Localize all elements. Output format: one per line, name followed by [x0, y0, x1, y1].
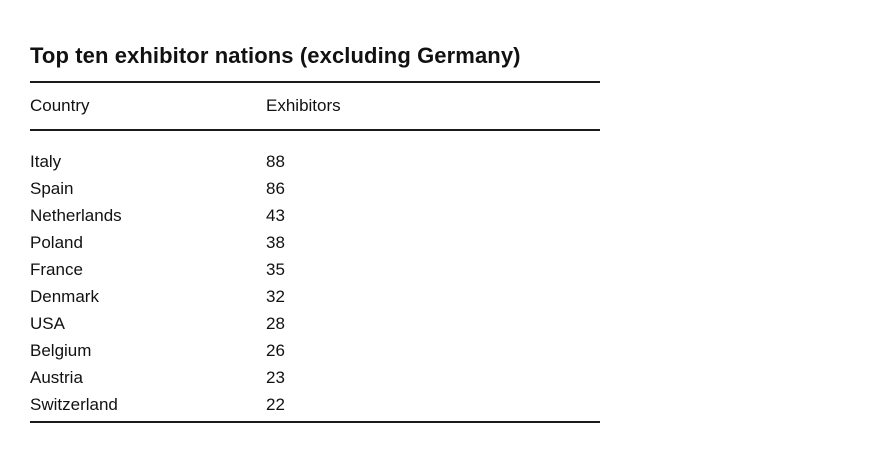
country-cell: France [30, 259, 83, 279]
exhibitors-cell: 88 [266, 151, 285, 171]
table-row: USA 28 [30, 310, 600, 337]
country-cell: Denmark [30, 286, 99, 306]
country-cell: Poland [30, 232, 83, 252]
table-row: France 35 [30, 256, 600, 283]
header-rule [30, 129, 600, 131]
exhibitors-cell: 35 [266, 259, 285, 279]
table-body: Italy 88 Spain 86 Netherlands 43 Poland … [30, 131, 600, 421]
header-country: Country [30, 96, 90, 115]
table-row: Netherlands 43 [30, 202, 600, 229]
top-rule [30, 81, 600, 83]
country-cell: Belgium [30, 340, 92, 360]
exhibitors-cell: 43 [266, 205, 285, 225]
table-row: Italy 88 [30, 148, 600, 175]
country-cell: USA [30, 313, 65, 333]
table-title: Top ten exhibitor nations (excluding Ger… [30, 43, 521, 68]
country-cell: Switzerland [30, 394, 118, 414]
exhibitors-cell: 32 [266, 286, 285, 306]
exhibitors-cell: 23 [266, 367, 285, 387]
table-row: Denmark 32 [30, 283, 600, 310]
table-row: Belgium 26 [30, 337, 600, 364]
header-exhibitors: Exhibitors [266, 96, 341, 115]
exhibitors-cell: 86 [266, 178, 285, 198]
exhibitors-cell: 28 [266, 313, 285, 333]
country-cell: Spain [30, 178, 74, 198]
country-cell: Italy [30, 151, 62, 171]
country-cell: Netherlands [30, 205, 122, 225]
exhibitors-cell: 22 [266, 394, 285, 414]
table-header-row: Country Exhibitors [30, 83, 600, 129]
table-row: Poland 38 [30, 229, 600, 256]
table-row: Switzerland 22 [30, 391, 600, 418]
table-row: Austria 23 [30, 364, 600, 391]
table-row: Spain 86 [30, 175, 600, 202]
bottom-rule [30, 421, 600, 423]
country-cell: Austria [30, 367, 83, 387]
exhibitor-table: Top ten exhibitor nations (excluding Ger… [30, 40, 600, 423]
exhibitors-cell: 26 [266, 340, 285, 360]
exhibitors-cell: 38 [266, 232, 285, 252]
